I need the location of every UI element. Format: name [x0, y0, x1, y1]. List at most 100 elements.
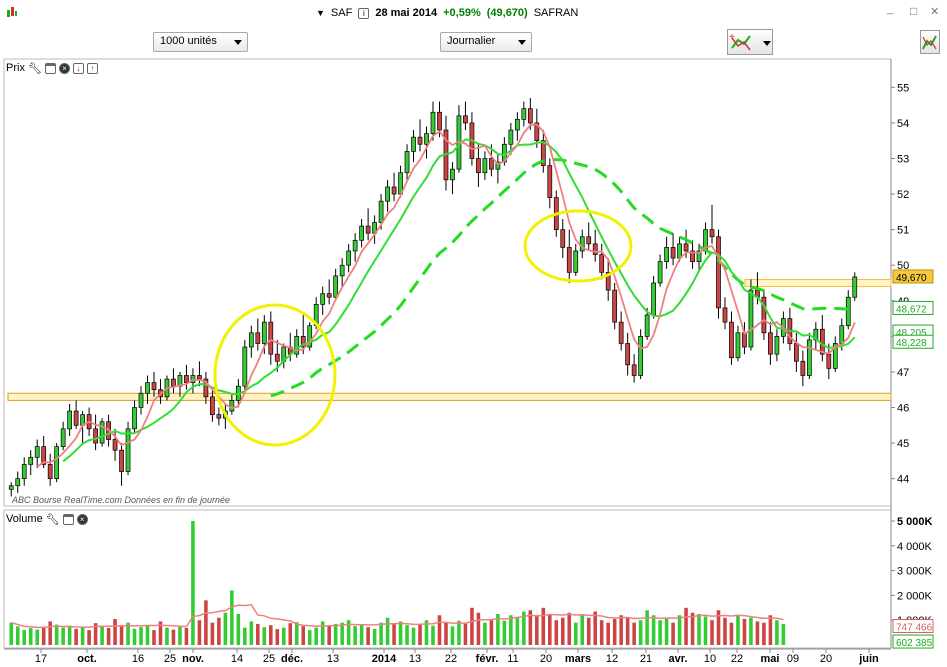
candle-body	[657, 261, 663, 284]
volume-bar	[431, 625, 435, 645]
move-down-icon[interactable]: ↓	[72, 62, 84, 74]
volume-bar	[398, 621, 403, 645]
indicators-button[interactable]: +	[727, 29, 773, 55]
volume-bar	[119, 625, 124, 645]
candle-body	[573, 250, 579, 273]
move-up-icon[interactable]: ↑	[86, 62, 98, 74]
volume-bar	[548, 614, 552, 645]
volume-bar	[281, 627, 286, 645]
candle-body	[540, 140, 546, 166]
x-tick-label: 22	[731, 653, 743, 665]
price-tick-label: 44	[897, 474, 909, 486]
volume-bar	[152, 630, 156, 645]
candle-body	[268, 321, 274, 355]
maximize-panel-icon[interactable]	[44, 62, 56, 74]
volume-bar	[230, 590, 234, 645]
title-symbol: SAF	[330, 7, 353, 19]
restore-button[interactable]: □	[910, 4, 918, 18]
volume-bar	[275, 629, 280, 645]
bands	[7, 278, 892, 401]
candle-body	[261, 321, 267, 344]
price-panel-header: Prix 🔧︎ × ↓ ↑	[6, 60, 98, 76]
volume-bar	[28, 628, 33, 645]
candle-body	[547, 165, 553, 198]
volume-bar	[612, 618, 617, 645]
volume-bar	[671, 622, 675, 645]
volume-bar	[496, 614, 500, 645]
candle-body	[391, 186, 397, 195]
volume-bar	[132, 628, 137, 645]
volume-bar	[424, 620, 429, 645]
volume-bar	[599, 620, 604, 645]
candle-body	[514, 119, 520, 131]
close-panel-icon[interactable]: ×	[58, 62, 70, 74]
volume-bar	[333, 623, 338, 645]
x-tick-label: 12	[606, 653, 618, 665]
title-date: 28 mai 2014	[375, 7, 438, 19]
last-volume-label: 602 385	[896, 638, 933, 649]
volume-bar	[217, 617, 221, 645]
candle-body	[216, 414, 222, 419]
candle-body	[67, 410, 73, 430]
x-tick-label: déc.	[281, 653, 303, 665]
x-tick-label: mars	[565, 653, 591, 665]
candle-body	[463, 115, 468, 124]
candle-body	[430, 111, 436, 134]
candle-body	[34, 446, 40, 458]
wrench-icon[interactable]: 🔧︎	[27, 62, 42, 75]
volume-bar	[710, 620, 714, 645]
volume-bar	[359, 624, 364, 645]
volume-bar	[379, 622, 383, 645]
volume-bar	[457, 620, 461, 645]
candle-body	[255, 332, 261, 344]
candle-body	[93, 428, 98, 444]
x-tick-label: 09	[787, 653, 799, 665]
candle-body	[482, 158, 488, 174]
candle-body	[476, 158, 481, 174]
volume-bar	[210, 622, 215, 645]
units-select[interactable]: 1000 unités	[153, 32, 248, 52]
volume-bar	[171, 629, 176, 645]
info-icon[interactable]: i	[358, 7, 370, 19]
volume-bar	[301, 626, 306, 645]
candle-body	[346, 250, 352, 266]
close-button[interactable]: ✕	[930, 6, 940, 18]
period-select[interactable]: Journalier	[440, 32, 532, 52]
svg-text:+: +	[729, 32, 735, 43]
volume-bar	[768, 615, 773, 645]
candle-body	[696, 250, 702, 263]
candle-body	[60, 428, 66, 447]
volume-bar	[320, 621, 325, 645]
volume-ma-label: 747 466	[896, 622, 933, 633]
close-panel-icon[interactable]: ×	[76, 513, 88, 525]
price-tick-label: 52	[897, 189, 909, 201]
x-tick-label: 25	[164, 653, 176, 665]
ma-mid-line	[62, 138, 856, 463]
candle-body	[300, 336, 306, 348]
volume-bar	[87, 630, 91, 645]
volume-bar	[35, 629, 39, 645]
candle-body	[592, 243, 598, 255]
candle-body	[320, 293, 326, 305]
volume-bar	[463, 623, 468, 645]
settings-button[interactable]	[920, 30, 940, 54]
wrench-icon[interactable]: 🔧︎	[45, 513, 60, 526]
candle-body	[508, 129, 514, 145]
volume-bar	[444, 622, 448, 645]
volume-bar	[204, 600, 208, 645]
candle-body	[670, 247, 676, 259]
last-price-label-box	[892, 269, 934, 284]
chevron-down-icon[interactable]: ▼	[316, 8, 325, 18]
volume-bar	[645, 610, 649, 645]
candle-body	[644, 314, 650, 337]
volume-bar	[100, 626, 104, 645]
volume-bar	[314, 627, 318, 645]
volume-bar	[366, 627, 370, 645]
candle-body	[248, 332, 254, 348]
volume-bar	[729, 622, 734, 645]
volume-bar	[593, 611, 597, 645]
maximize-panel-icon[interactable]	[62, 513, 74, 525]
minimize-button[interactable]: _	[887, 3, 894, 15]
x-tick-label: 25	[263, 653, 275, 665]
